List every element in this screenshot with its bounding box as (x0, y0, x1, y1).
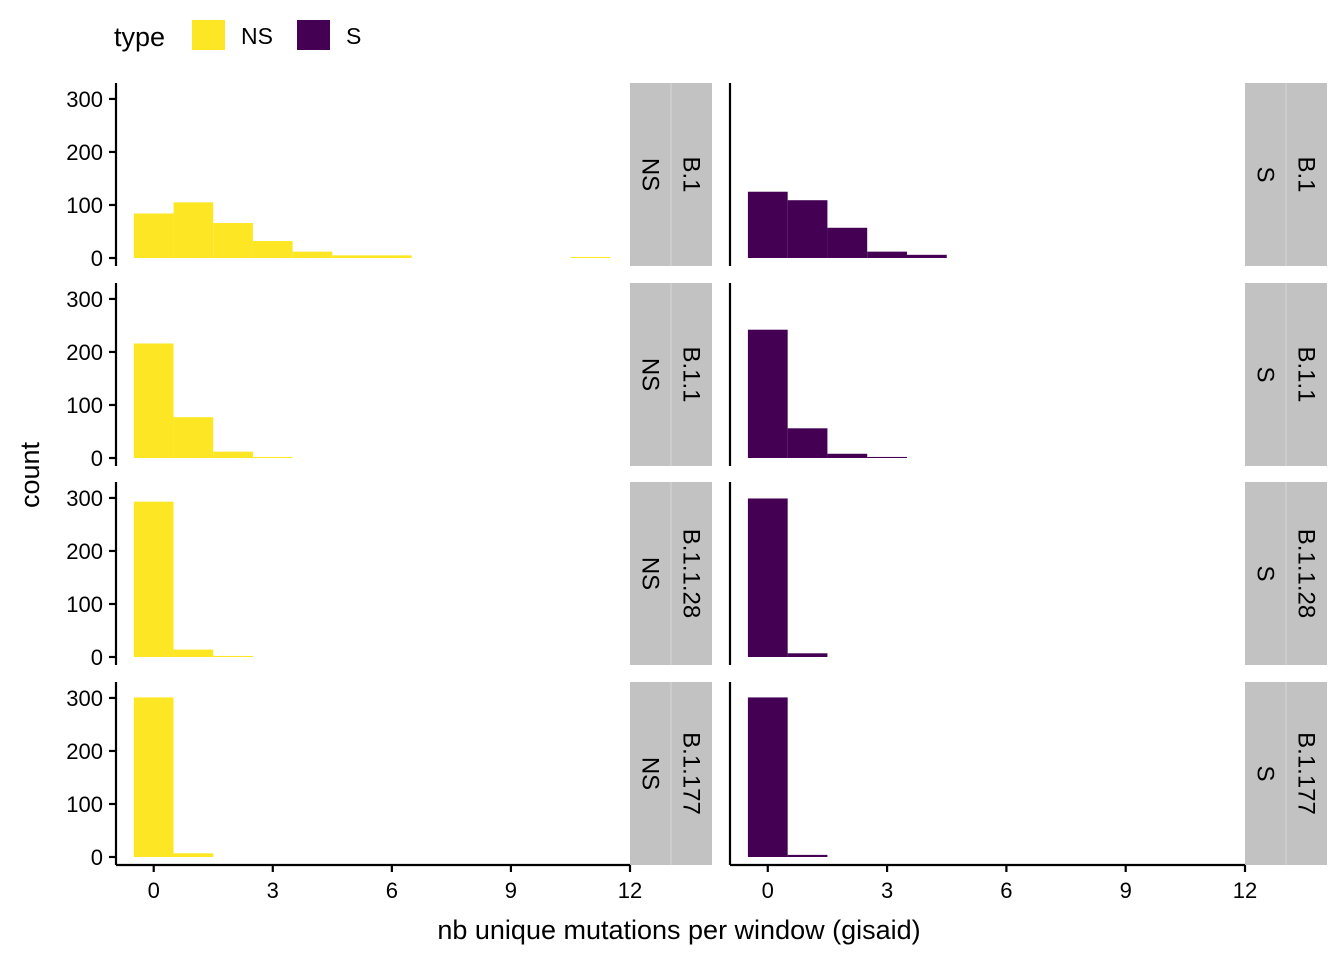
y-tick-label: 0 (91, 446, 103, 471)
histogram-bar (787, 854, 828, 857)
histogram-bar (133, 501, 174, 657)
histogram-bar (787, 200, 828, 258)
strip-label-type: NS (637, 358, 664, 391)
histogram-bar (332, 255, 373, 258)
histogram-bar (372, 255, 412, 258)
strip-label-type: S (1252, 166, 1279, 182)
panel-b-1-177-ns: 0 100 200 300 0 3 6 9 12 NS B.1.177 (66, 682, 712, 903)
legend-label-ns: NS (241, 23, 273, 49)
strip-label-lineage: B.1 (678, 156, 705, 192)
histogram-bar (133, 697, 174, 857)
x-tick-label: 12 (618, 878, 642, 903)
histogram-bar (173, 853, 214, 857)
panel-b-1-1-s: S B.1.1 (728, 283, 1327, 466)
strip-label-lineage: B.1.1 (678, 346, 705, 402)
x-tick-label: 9 (505, 878, 517, 903)
y-tick-label: 200 (66, 539, 103, 564)
strip-label-type: NS (637, 757, 664, 790)
histogram-bar (747, 329, 788, 458)
panel-b-1-1-ns: 0 100 200 300 NS B.1.1 (66, 283, 712, 471)
y-tick-label: 100 (66, 193, 103, 218)
x-tick-label: 12 (1233, 878, 1257, 903)
y-tick-label: 100 (66, 792, 103, 817)
strip-label-lineage: B.1.1.28 (678, 529, 705, 618)
y-tick-label: 300 (66, 87, 103, 112)
histogram-bar (906, 254, 947, 258)
strip-label-lineage: B.1.1 (1293, 346, 1320, 402)
histogram-bar (867, 251, 907, 258)
x-tick-label: 3 (267, 878, 279, 903)
y-tick-label: 200 (66, 739, 103, 764)
histogram-bar (173, 417, 214, 458)
histogram-bar (213, 451, 253, 458)
y-axis-title: count (15, 441, 45, 508)
legend: type NS S (114, 20, 361, 52)
strip-label-lineage: B.1.1.28 (1293, 529, 1320, 618)
legend-label-s: S (346, 23, 361, 49)
panel-b-1-1-28-s: S B.1.1.28 (728, 482, 1327, 665)
strip-label-type: S (1252, 765, 1279, 781)
x-tick-label: 0 (148, 878, 160, 903)
histogram-bar (133, 213, 174, 258)
histogram-bar (787, 653, 828, 657)
y-tick-label: 300 (66, 486, 103, 511)
panel-b-1-1-28-ns: 0 100 200 300 NS B.1.1.28 (66, 482, 712, 670)
strip-label-type: S (1252, 565, 1279, 581)
y-tick-label: 100 (66, 393, 103, 418)
histogram-bar (747, 498, 788, 657)
x-tick-label: 6 (386, 878, 398, 903)
histogram-bar (787, 428, 828, 458)
x-tick-label: 6 (1000, 878, 1012, 903)
y-tick-label: 0 (91, 645, 103, 670)
histogram-bar (570, 256, 611, 258)
legend-key-s (297, 20, 330, 50)
x-tick-label: 9 (1120, 878, 1132, 903)
y-tick-label: 300 (66, 287, 103, 312)
histogram-bar (827, 453, 868, 458)
histogram-bar (747, 191, 788, 258)
strip-label-type: NS (637, 158, 664, 191)
strip-label-type: S (1252, 366, 1279, 382)
y-tick-label: 100 (66, 592, 103, 617)
legend-key-ns (192, 20, 225, 50)
x-tick-label: 3 (881, 878, 893, 903)
y-tick-label: 0 (91, 246, 103, 271)
panel-b-1-177-s: 0 3 6 9 12 S B.1.177 (728, 682, 1327, 903)
legend-title: type (114, 22, 165, 52)
panel-b-1-s: S B.1 (728, 83, 1327, 266)
y-tick-label: 300 (66, 686, 103, 711)
strip-label-lineage: B.1 (1293, 156, 1320, 192)
strip-label-type: NS (637, 557, 664, 590)
y-tick-label: 200 (66, 340, 103, 365)
y-tick-label: 0 (91, 845, 103, 870)
x-tick-label: 0 (762, 878, 774, 903)
x-axis-title: nb unique mutations per window (gisaid) (437, 915, 920, 945)
histogram-bar (133, 343, 174, 458)
strip-label-lineage: B.1.177 (678, 732, 705, 815)
histogram-bar (747, 697, 788, 857)
strip-label-lineage: B.1.177 (1293, 732, 1320, 815)
histogram-bar (173, 649, 214, 657)
histogram-bar (213, 655, 253, 657)
y-tick-label: 200 (66, 140, 103, 165)
histogram-bar (292, 251, 333, 258)
histogram-bar (867, 456, 907, 458)
histogram-bar (252, 241, 293, 258)
histogram-bar (213, 223, 253, 258)
histogram-bar (173, 202, 214, 258)
panel-b-1-ns: 0 100 200 300 NS B.1 (66, 83, 712, 271)
histogram-bar (827, 227, 868, 258)
histogram-bar (252, 456, 293, 458)
